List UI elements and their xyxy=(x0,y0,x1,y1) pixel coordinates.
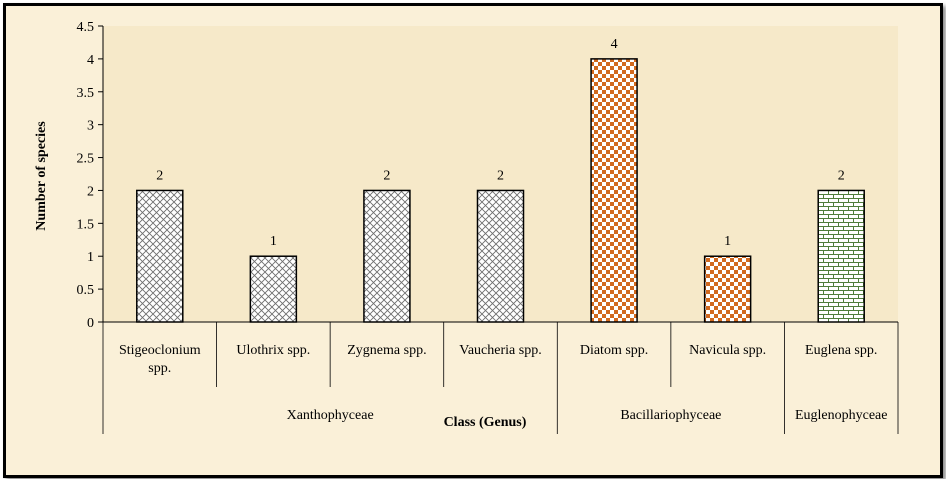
group-label: Bacillariophyceae xyxy=(620,408,721,423)
y-tick-label: 4 xyxy=(87,53,94,68)
bar-7 xyxy=(817,189,865,323)
data-label: 4 xyxy=(611,37,618,52)
y-tick-label: 3.5 xyxy=(77,86,95,101)
bar-6 xyxy=(703,255,752,323)
category-label: Vaucheria spp. xyxy=(459,343,541,358)
bar-chart: 0 0.5 1 1.5 2 2.5 3 3.5 4 4.5 2 1 2 2 4 1 2 Stigeocloniu… xyxy=(34,20,899,434)
y-axis-title: Number of species xyxy=(34,121,49,231)
category-label: Stigeoclonium spp. xyxy=(119,343,201,376)
bar-1 xyxy=(136,189,184,323)
y-tick-label: 2.5 xyxy=(77,152,95,167)
y-tick-label: 1 xyxy=(87,250,94,265)
bar-5 xyxy=(590,58,638,323)
data-label: 1 xyxy=(270,234,277,249)
y-tick-label: 0 xyxy=(87,316,94,331)
chart-frame: 0 0.5 1 1.5 2 2.5 3 3.5 4 4.5 2 1 2 2 4 1 2 Stigeocloniu… xyxy=(3,3,943,478)
data-label: 2 xyxy=(497,168,504,183)
category-label: Navicula spp. xyxy=(689,343,766,358)
group-label: Xanthophyceae xyxy=(287,408,374,423)
bar-4 xyxy=(476,189,525,323)
data-label: 2 xyxy=(156,168,163,183)
labels: 2 1 2 2 4 1 2 Stigeoclonium spp. Ulothrix spp. Zyg… xyxy=(119,37,888,423)
category-label: Diatom spp. xyxy=(580,343,648,358)
category-label: Ulothrix spp. xyxy=(236,343,310,358)
x-axis-title: Class (Genus) xyxy=(444,415,527,430)
data-label: 2 xyxy=(383,168,390,183)
category-label: Euglena spp. xyxy=(805,343,877,358)
y-tick-label: 1.5 xyxy=(77,217,95,232)
data-label: 2 xyxy=(838,168,845,183)
y-tick-label: 4.5 xyxy=(77,20,95,35)
bars xyxy=(136,58,865,323)
bar-2 xyxy=(249,255,298,323)
y-tick-label: 0.5 xyxy=(77,283,95,298)
category-label: Zygnema spp. xyxy=(347,343,426,358)
bar-3 xyxy=(363,189,411,323)
y-tick-label: 3 xyxy=(87,119,94,134)
group-label: Euglenophyceae xyxy=(795,408,888,423)
y-tick-label: 2 xyxy=(87,184,94,199)
data-label: 1 xyxy=(724,234,731,249)
